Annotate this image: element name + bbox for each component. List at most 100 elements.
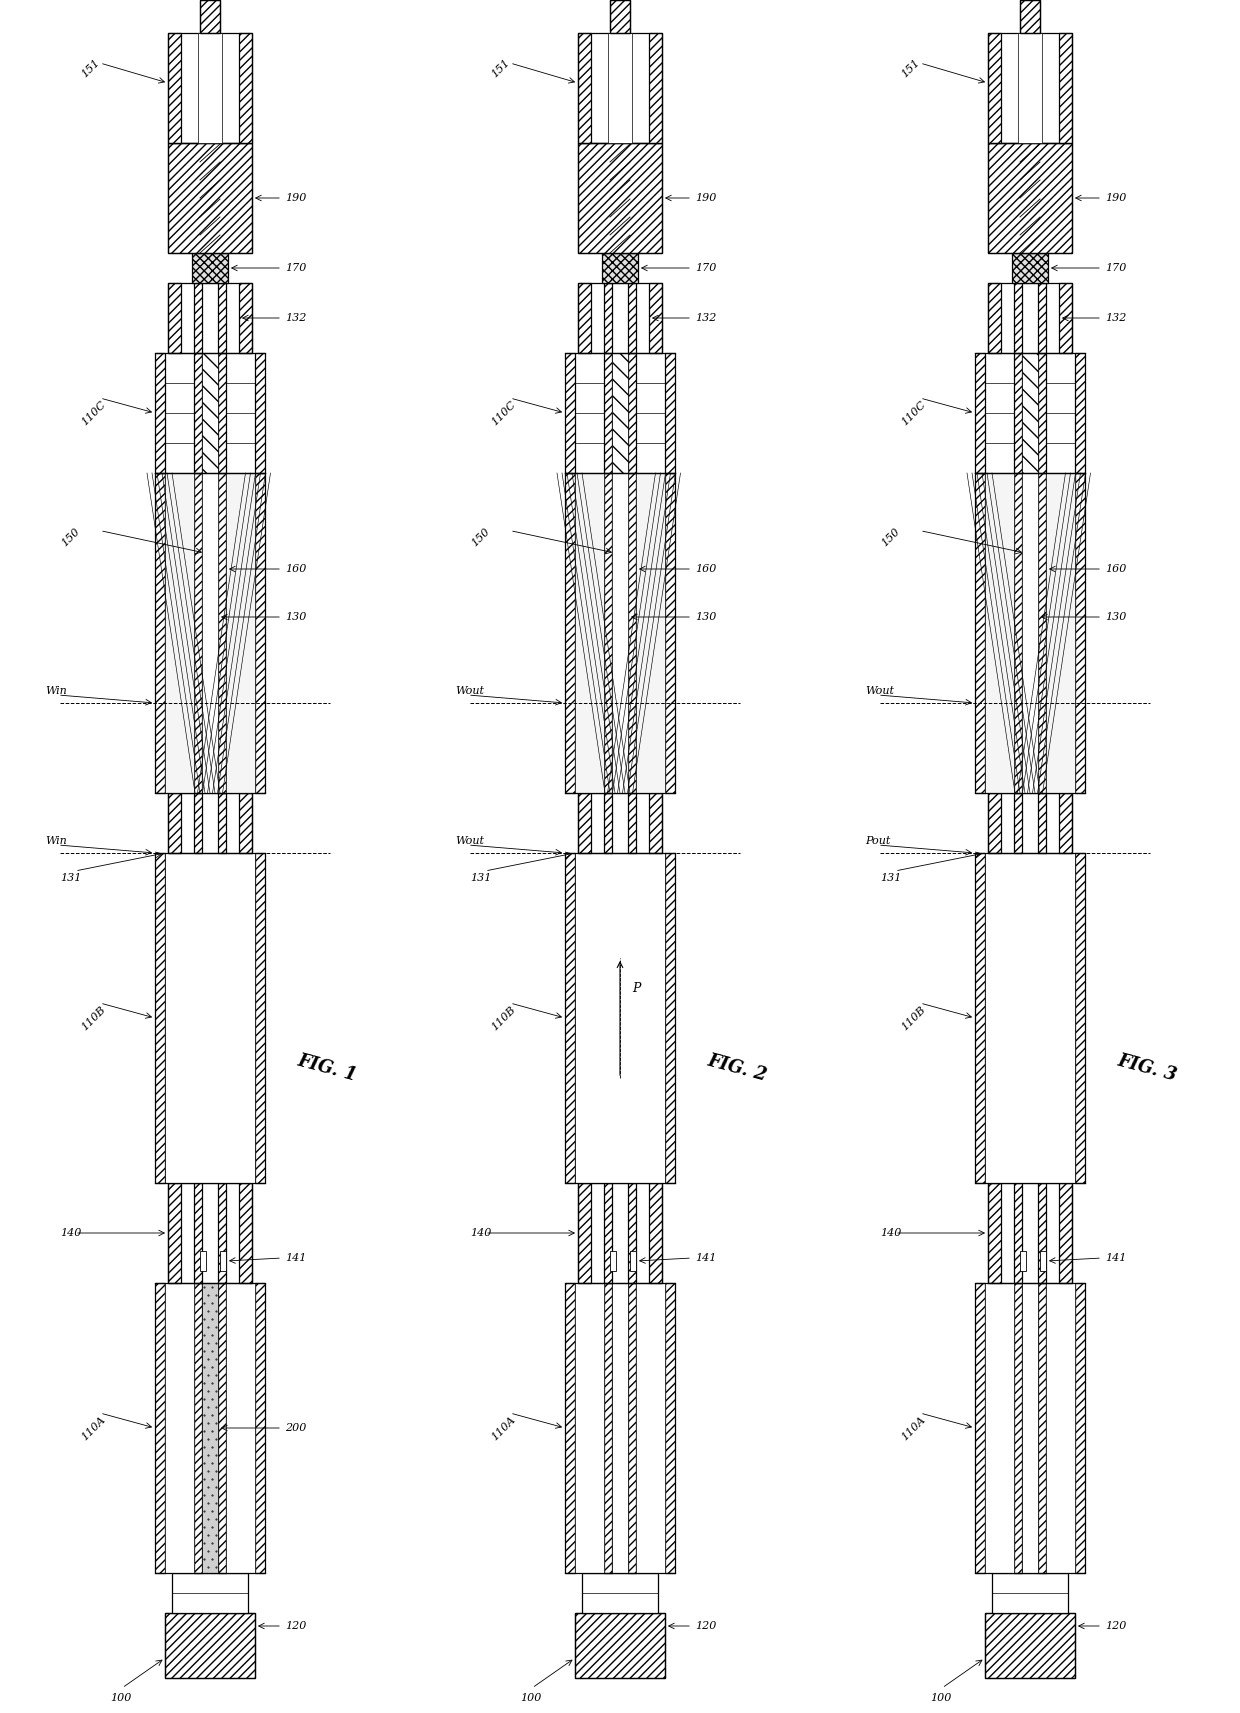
Bar (1038, 473, 1047, 793)
Text: Wout: Wout (455, 836, 484, 846)
Bar (627, 1283, 636, 1573)
Bar (578, 1184, 591, 1283)
Text: 132: 132 (285, 313, 306, 324)
Text: 160: 160 (1105, 564, 1126, 574)
Bar (1014, 793, 1022, 853)
Bar (167, 793, 252, 853)
Bar (975, 1283, 985, 1573)
Text: Wout: Wout (866, 685, 894, 695)
Bar (202, 1283, 218, 1573)
Bar (218, 283, 226, 353)
Text: 160: 160 (285, 564, 306, 574)
Text: 120: 120 (1105, 1620, 1126, 1631)
Text: 110C: 110C (81, 399, 108, 427)
Bar (992, 1573, 1068, 1614)
Bar (610, 0, 630, 33)
Text: 150: 150 (880, 526, 903, 548)
Bar (578, 793, 662, 853)
Bar (988, 1184, 1001, 1283)
Text: 110C: 110C (490, 399, 518, 427)
Text: 150: 150 (470, 526, 492, 548)
Text: 151: 151 (900, 57, 923, 79)
Bar (1059, 33, 1073, 142)
Bar (192, 254, 228, 283)
Bar (604, 473, 613, 793)
Text: 141: 141 (285, 1252, 306, 1262)
Bar (192, 254, 228, 283)
Bar (665, 353, 675, 473)
Bar (600, 1555, 640, 1573)
Bar (1014, 283, 1022, 353)
Bar (218, 353, 226, 473)
Bar (627, 283, 636, 353)
Text: 140: 140 (880, 1228, 901, 1238)
Bar (627, 1184, 636, 1283)
Text: Wout: Wout (455, 685, 484, 695)
Bar (975, 853, 985, 1184)
Bar (239, 33, 252, 142)
Bar (1059, 283, 1073, 353)
Text: 131: 131 (60, 874, 82, 882)
Text: P: P (632, 982, 640, 995)
Bar (985, 1283, 1014, 1573)
Text: 150: 150 (60, 526, 82, 548)
Bar (1021, 0, 1040, 33)
Bar (1012, 254, 1048, 283)
Bar (193, 1283, 202, 1573)
Text: 100: 100 (520, 1692, 542, 1703)
Bar (988, 142, 1073, 254)
Text: 110B: 110B (490, 1004, 518, 1031)
Bar (202, 353, 218, 473)
Bar (167, 142, 252, 254)
Bar (578, 33, 591, 142)
Bar (1047, 1283, 1075, 1573)
Bar (255, 473, 265, 793)
Text: 190: 190 (1105, 194, 1126, 204)
Text: 151: 151 (81, 57, 102, 79)
Bar (1022, 473, 1038, 793)
Text: 170: 170 (1105, 264, 1126, 272)
Bar (1038, 353, 1047, 473)
Bar (665, 853, 675, 1184)
Bar (239, 283, 252, 353)
Bar (1047, 473, 1075, 793)
Text: Pout: Pout (866, 836, 890, 846)
Bar (665, 1283, 675, 1573)
Text: Win: Win (45, 685, 67, 695)
Bar (627, 353, 636, 473)
Bar (255, 1283, 265, 1573)
Text: 110B: 110B (900, 1004, 928, 1031)
Bar (218, 793, 226, 853)
Bar (167, 142, 252, 254)
Bar (218, 473, 226, 793)
Bar (975, 473, 985, 793)
Bar (649, 793, 662, 853)
Bar (1075, 1283, 1085, 1573)
Bar (649, 1184, 662, 1283)
Bar (1022, 1283, 1038, 1573)
Bar (200, 1250, 206, 1271)
Bar (165, 1283, 193, 1573)
Bar (219, 1250, 226, 1271)
Bar (172, 1573, 248, 1614)
Bar (578, 793, 591, 853)
Text: 132: 132 (1105, 313, 1126, 324)
Bar (630, 1250, 636, 1271)
Bar (1038, 283, 1047, 353)
Bar (226, 1283, 255, 1573)
Text: FIG. 3: FIG. 3 (1115, 1052, 1178, 1084)
Bar (575, 1283, 604, 1573)
Bar (565, 853, 575, 1184)
Bar (565, 473, 575, 793)
Text: 130: 130 (694, 612, 717, 622)
Bar (610, 1250, 616, 1271)
Bar (578, 142, 662, 254)
Text: 132: 132 (694, 313, 717, 324)
Bar (198, 1543, 222, 1555)
Text: 131: 131 (880, 874, 901, 882)
Bar (613, 473, 627, 793)
Bar (649, 33, 662, 142)
Bar (604, 1283, 613, 1573)
Bar (1038, 1184, 1047, 1283)
Bar (167, 793, 181, 853)
